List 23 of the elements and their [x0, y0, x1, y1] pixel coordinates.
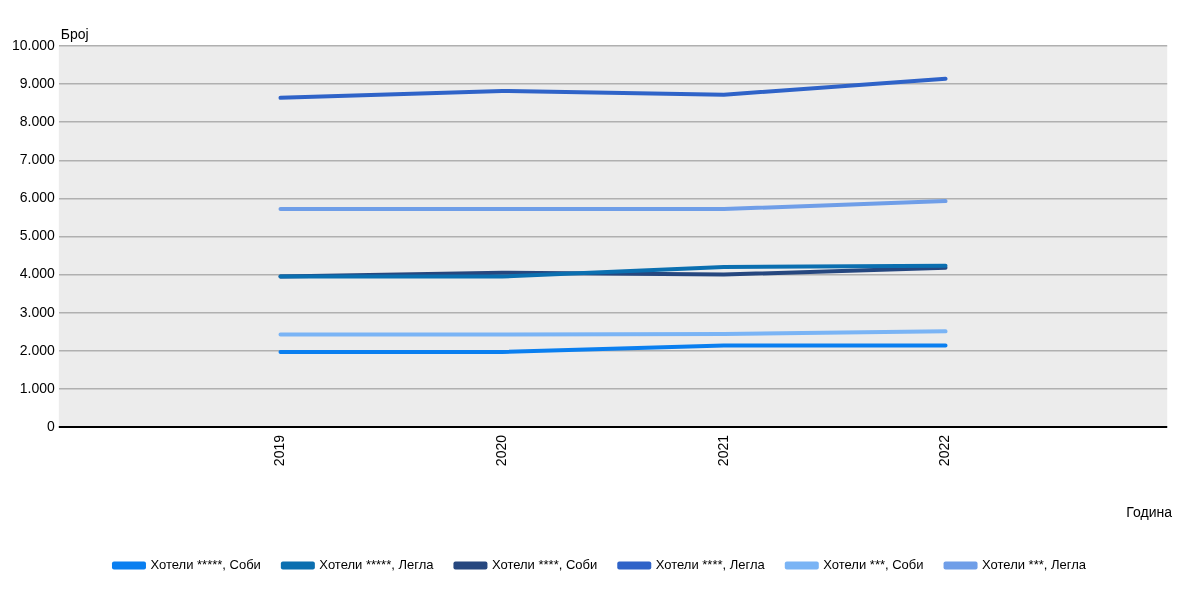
- legend-label: Хотели ****, Соби: [491, 557, 598, 573]
- y-tick-label: 1.000: [19, 379, 56, 396]
- legend-label: Хотели *****, Легла: [319, 557, 435, 573]
- y-tick-label: 4.000: [19, 265, 56, 282]
- y-tick-label: 3.000: [19, 303, 56, 320]
- y-axis-title: Број: [60, 25, 89, 42]
- y-tick-label: 8.000: [19, 113, 56, 130]
- legend-label: Хотели ***, Легла: [982, 557, 1087, 573]
- y-tick-label: 5.000: [19, 227, 56, 244]
- x-tick-label: 2021: [714, 434, 731, 467]
- legend-label: Хотели *****, Соби: [150, 557, 261, 573]
- y-tick-label: 6.000: [19, 189, 56, 206]
- y-tick-label: 2.000: [19, 341, 56, 358]
- x-tick-label: 2022: [936, 434, 953, 467]
- y-tick-label: 0: [47, 417, 56, 434]
- legend-label: Хотели ***, Соби: [823, 557, 924, 573]
- y-tick-label: 9.000: [19, 74, 56, 91]
- legend-label: Хотели ****, Легла: [655, 557, 766, 573]
- x-tick-label: 2020: [493, 434, 510, 467]
- y-tick-label: 7.000: [19, 151, 56, 168]
- x-tick-label: 2019: [271, 434, 288, 467]
- y-tick-label: 10.000: [11, 36, 56, 53]
- x-axis-title: Година: [1126, 503, 1173, 520]
